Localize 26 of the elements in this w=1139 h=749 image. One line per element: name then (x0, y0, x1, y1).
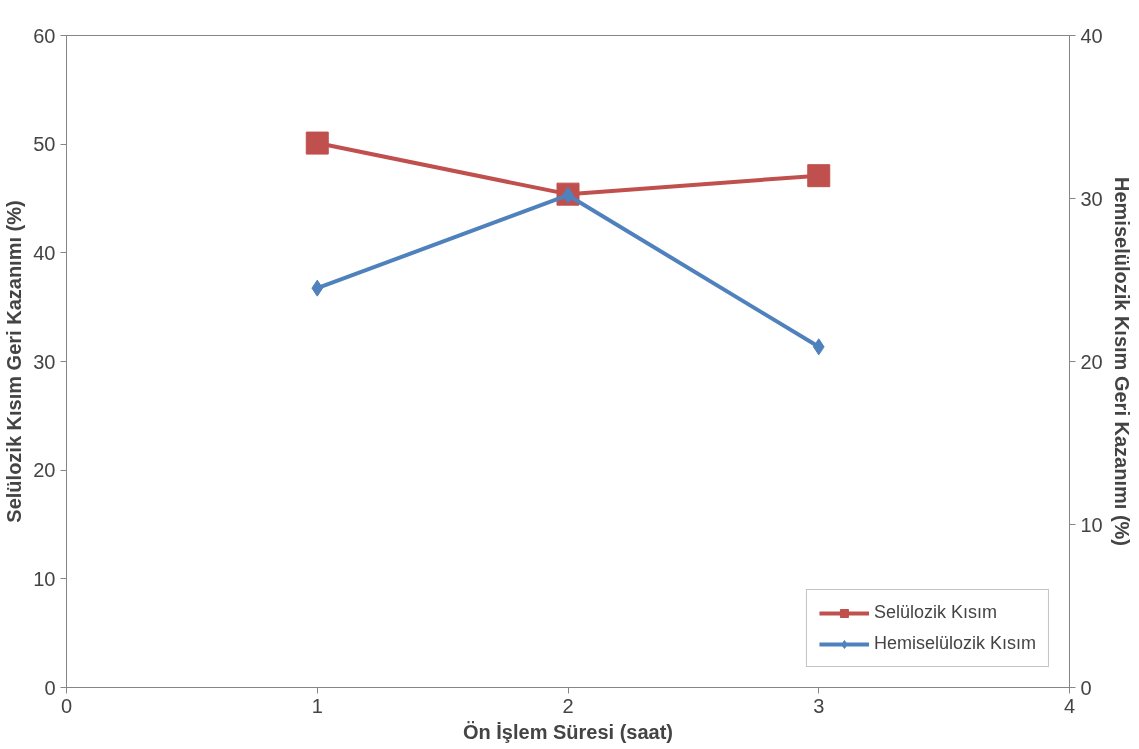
y-tick-label: 40 (33, 241, 56, 264)
point (305, 131, 329, 155)
point (807, 164, 831, 188)
y-tick-label: 60 (33, 24, 56, 47)
y-tick-label: 30 (33, 350, 56, 373)
x-tick-label: 4 (1063, 694, 1076, 717)
y2-axis-title: Hemiselülozik Kısım Geri Kazanımı (%) (1110, 177, 1133, 546)
legend-label: Hemiselülozik Kısım (873, 633, 1036, 654)
x-tick-label: 0 (60, 694, 73, 717)
y2-tick-label: 30 (1080, 187, 1103, 210)
y2-tick-label: 10 (1080, 513, 1103, 536)
x-tick-label: 2 (562, 694, 574, 717)
point (812, 338, 825, 356)
x-tick-label: 1 (311, 694, 323, 717)
y2-tick-label: 20 (1080, 350, 1103, 373)
y-tick-label: 50 (33, 133, 56, 156)
y2-tick-label: 0 (1080, 676, 1092, 699)
y-tick-label: 10 (33, 567, 56, 590)
x-tick-label: 3 (813, 694, 825, 717)
y-tick-label: 20 (33, 459, 56, 482)
legend-label: Selülozik Kısım (873, 602, 997, 623)
point (311, 279, 324, 297)
y-tick-label: 0 (44, 676, 56, 699)
y2-tick-label: 40 (1080, 24, 1103, 47)
x-axis-title: Ön İşlem Süresi (saat) (462, 720, 674, 743)
y-axis-title: Selülozik Kısım Geri Kazanımı (%) (3, 200, 26, 523)
